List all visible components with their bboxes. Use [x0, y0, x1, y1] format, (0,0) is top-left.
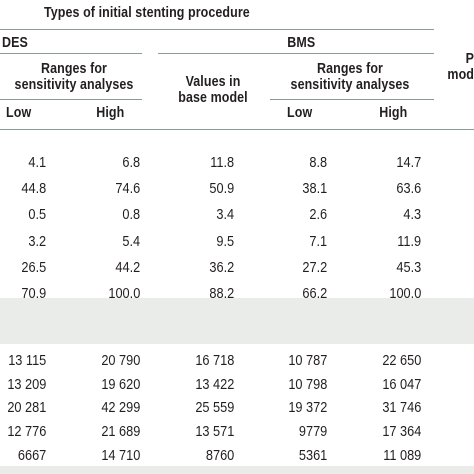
cell-des-high: 0.8: [122, 207, 140, 224]
group-title: Types of initial stenting procedure: [44, 5, 250, 21]
des-rule: [0, 53, 142, 54]
cell-bms-base: 11.8: [210, 155, 234, 171]
cell-bms-high: 17 364: [381, 424, 421, 441]
group-rule: [0, 29, 434, 30]
cell-bms-base: 36.2: [209, 259, 234, 276]
des-header: DES: [2, 35, 28, 51]
cell-bms-base: 25 559: [194, 400, 234, 417]
cell-bms-base: 88.2: [209, 286, 234, 302]
cell-bms-high: 100.0: [389, 286, 421, 302]
cell-bms-high: 4.3: [403, 207, 421, 224]
cell-des-low: 13 209: [6, 376, 46, 393]
cell-des-low: 70.9: [21, 286, 46, 302]
cell-bms-low: 5361: [298, 447, 327, 464]
cell-bms-low: 7.1: [309, 233, 327, 250]
bms-base-header: Values in base model: [170, 74, 256, 106]
cell-bms-low: 38.1: [302, 181, 327, 198]
cell-des-high: 100.0: [108, 286, 140, 302]
cell-des-high: 20 790: [100, 353, 140, 369]
header-bottom-rule: [0, 129, 474, 130]
section-band: [0, 298, 474, 344]
right-edge-header-2: mod: [447, 67, 474, 83]
cell-bms-base: 3.4: [216, 207, 234, 224]
cell-bms-base: 9.5: [216, 233, 234, 250]
cell-des-low: 12 776: [6, 424, 46, 441]
des-ranges-header: Ranges for sensitivity analyses: [10, 61, 137, 93]
des-ranges-line2: sensitivity analyses: [14, 77, 134, 93]
cell-des-high: 14 710: [100, 447, 140, 464]
cell-bms-low: 2.6: [309, 207, 327, 224]
cell-des-low: 44.8: [21, 181, 46, 198]
cell-des-high: 42 299: [100, 400, 140, 417]
section-band-bottom: [0, 466, 474, 474]
des-ranges-rule: [0, 99, 142, 100]
cell-bms-high: 22 650: [381, 353, 421, 369]
cell-bms-low: 9779: [298, 424, 327, 441]
cell-bms-high: 31 746: [381, 400, 421, 417]
cell-bms-base: 16 718: [194, 353, 234, 369]
des-low-header: Low: [6, 105, 32, 121]
cell-bms-high: 14.7: [396, 155, 421, 171]
right-edge-header-1: P: [465, 51, 474, 67]
cell-bms-high: 63.6: [396, 181, 421, 198]
cell-des-high: 74.6: [115, 181, 140, 198]
bms-base-line1: Values in: [185, 74, 241, 90]
cell-bms-base: 13 422: [194, 376, 234, 393]
bms-rule: [158, 53, 434, 54]
bms-base-line2: base model: [178, 90, 248, 106]
cell-bms-low: 66.2: [302, 286, 327, 302]
bms-ranges-line2: sensitivity analyses: [290, 77, 410, 93]
cell-des-low: 0.5: [28, 207, 46, 224]
cell-bms-base: 8760: [205, 447, 234, 464]
cell-des-high: 19 620: [100, 376, 140, 393]
des-high-header: High: [96, 105, 125, 121]
cell-bms-base: 13 571: [194, 424, 234, 441]
cell-des-low: 4.1: [28, 155, 46, 171]
cell-des-low: 6667: [17, 447, 46, 464]
bms-high-header: High: [379, 105, 408, 121]
des-ranges-line1: Ranges for: [40, 61, 108, 77]
cell-bms-base: 50.9: [209, 181, 234, 198]
cell-des-low: 20 281: [6, 400, 46, 417]
cell-bms-high: 11.9: [397, 233, 421, 250]
bms-low-header: Low: [287, 105, 313, 121]
cell-des-low: 26.5: [21, 259, 46, 276]
bms-ranges-header: Ranges for sensitivity analyses: [283, 61, 417, 93]
cell-des-low: 3.2: [28, 233, 46, 250]
bms-header: BMS: [287, 35, 316, 51]
cell-bms-low: 10 798: [287, 376, 327, 393]
cell-des-high: 6.8: [122, 155, 140, 171]
cell-des-high: 44.2: [115, 259, 140, 276]
cell-bms-low: 27.2: [302, 259, 327, 276]
cell-bms-high: 11 089: [382, 447, 421, 464]
cell-bms-low: 8.8: [309, 155, 327, 171]
cell-des-high: 5.4: [122, 233, 140, 250]
cell-bms-low: 10 787: [287, 353, 327, 369]
cell-bms-high: 45.3: [396, 259, 421, 276]
cell-bms-low: 19 372: [287, 400, 327, 417]
cell-bms-high: 16 047: [381, 376, 421, 393]
cell-des-low: 13 115: [7, 353, 46, 369]
cell-des-high: 21 689: [100, 424, 140, 441]
bms-ranges-line1: Ranges for: [316, 61, 384, 77]
bms-ranges-rule: [270, 99, 434, 100]
